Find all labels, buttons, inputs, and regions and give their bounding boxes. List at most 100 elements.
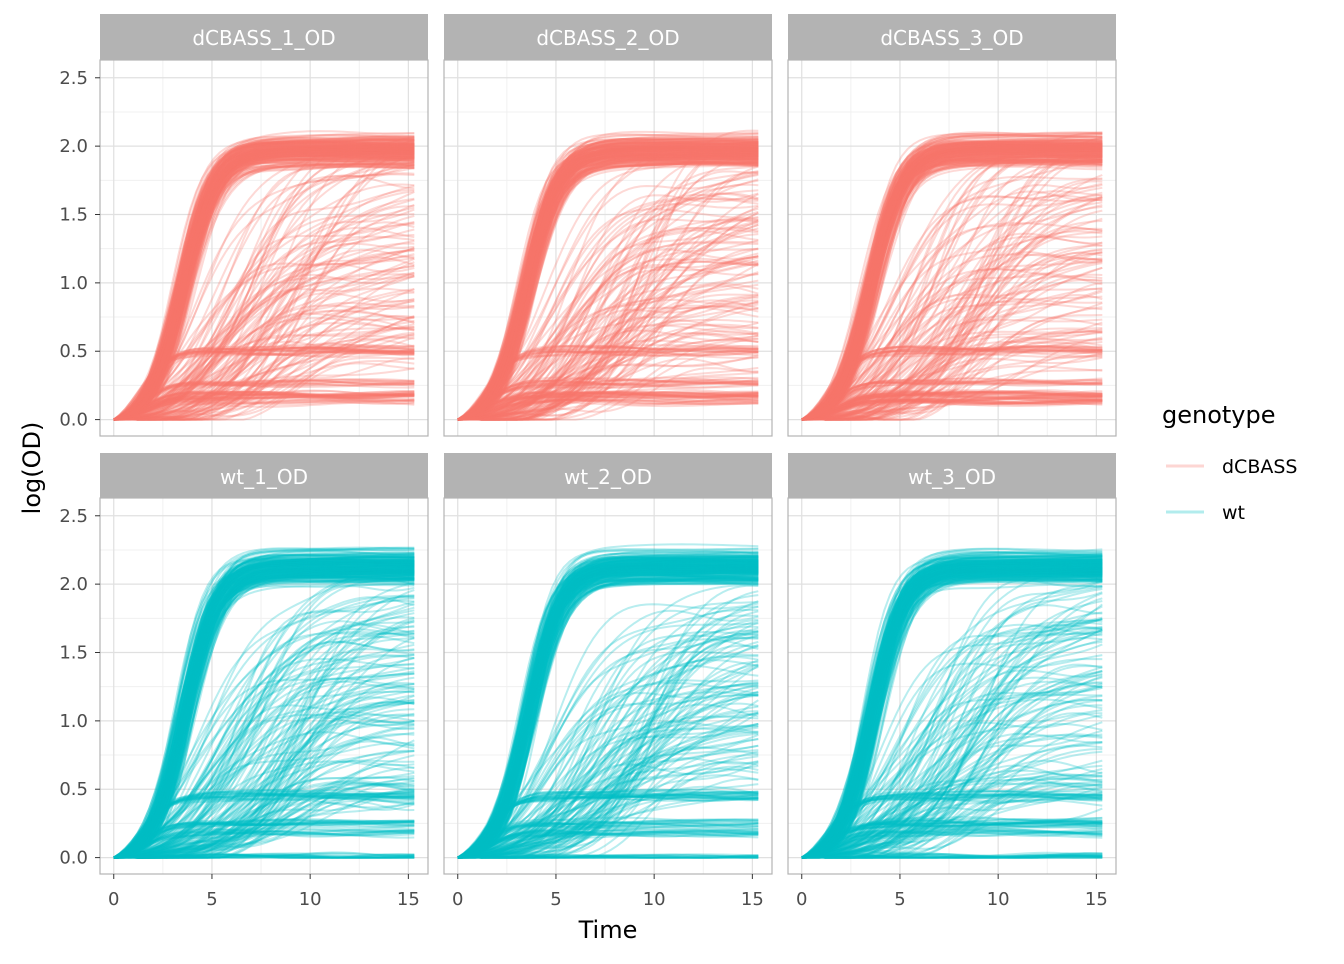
series-line-wt	[801, 568, 1103, 859]
series-line-dCBASS	[801, 144, 1103, 421]
panel-border	[99, 59, 429, 437]
series-line-dCBASS	[113, 148, 415, 421]
series-line-wt	[801, 560, 1103, 859]
series-line-dCBASS	[113, 226, 415, 421]
series-line-dCBASS	[801, 153, 1103, 421]
series-line-wt	[457, 702, 759, 859]
series-line-wt	[457, 827, 759, 859]
series-line-wt	[113, 574, 415, 859]
series-line-wt	[113, 573, 415, 859]
series-line-dCBASS	[457, 147, 759, 421]
series-line-wt	[457, 829, 759, 859]
series-line-dCBASS	[457, 152, 759, 421]
series-line-wt	[801, 785, 1103, 859]
series-line-dCBASS	[113, 175, 415, 421]
series-line-dCBASS	[113, 150, 415, 421]
series-line-wt	[113, 573, 415, 859]
series-line-wt	[801, 575, 1103, 859]
series-line-wt	[113, 760, 415, 859]
series-line-dCBASS	[113, 166, 415, 421]
series-line-dCBASS	[113, 142, 415, 421]
series-line-wt	[801, 572, 1103, 859]
x-tick-label: 5	[894, 889, 905, 910]
series-line-dCBASS	[457, 150, 759, 421]
series-line-dCBASS	[457, 165, 759, 421]
series-line-wt	[113, 759, 415, 859]
series-line-dCBASS	[457, 382, 759, 421]
series-line-wt	[113, 558, 415, 859]
series-line-dCBASS	[801, 158, 1103, 421]
series-line-wt	[113, 572, 415, 859]
series-line-dCBASS	[457, 151, 759, 421]
series-line-dCBASS	[457, 304, 759, 421]
series-line-wt	[457, 549, 759, 859]
series-line-dCBASS	[113, 138, 415, 421]
series-line-dCBASS	[801, 306, 1103, 421]
series-line-wt	[457, 569, 759, 859]
series-line-wt	[457, 579, 759, 859]
series-line-wt	[113, 564, 415, 859]
series-line-wt	[113, 558, 415, 859]
series-line-wt	[801, 818, 1103, 859]
series-line-wt	[457, 571, 759, 859]
series-line-wt	[457, 793, 759, 859]
series-line-wt	[113, 569, 415, 859]
series-line-wt	[801, 566, 1103, 859]
series-line-wt	[457, 559, 759, 859]
series-line-wt	[457, 797, 759, 859]
y-tick-label: 0.5	[59, 779, 88, 800]
series-line-dCBASS	[457, 152, 759, 421]
series-line-dCBASS	[801, 153, 1103, 421]
series-line-wt	[801, 570, 1103, 859]
series-line-dCBASS	[801, 336, 1103, 421]
series-line-dCBASS	[801, 391, 1103, 421]
series-line-dCBASS	[801, 248, 1103, 421]
series-line-wt	[801, 583, 1103, 859]
series-line-wt	[457, 790, 759, 859]
series-line-dCBASS	[457, 294, 759, 421]
series-line-dCBASS	[113, 379, 415, 421]
series-line-wt	[113, 561, 415, 859]
series-line-wt	[113, 577, 415, 859]
series-line-wt	[457, 567, 759, 859]
series-line-dCBASS	[113, 151, 415, 421]
series-line-wt	[457, 562, 759, 859]
series-line-wt	[801, 681, 1103, 859]
series-line-dCBASS	[113, 150, 415, 421]
series-line-dCBASS	[801, 147, 1103, 421]
series-line-dCBASS	[801, 133, 1103, 421]
series-line-dCBASS	[801, 143, 1103, 421]
series-line-dCBASS	[113, 136, 415, 421]
series-line-wt	[457, 578, 759, 859]
series-line-dCBASS	[457, 293, 759, 421]
series-line-dCBASS	[457, 327, 759, 421]
series-line-wt	[801, 557, 1103, 859]
series-line-dCBASS	[113, 150, 415, 421]
series-line-dCBASS	[113, 155, 415, 421]
series-line-dCBASS	[801, 230, 1103, 421]
series-line-dCBASS	[801, 143, 1103, 421]
series-line-wt	[801, 698, 1103, 859]
series-line-wt	[801, 773, 1103, 859]
series-line-wt	[113, 559, 415, 859]
series-line-wt	[457, 569, 759, 859]
series-line-dCBASS	[457, 142, 759, 421]
series-line-dCBASS	[113, 143, 415, 421]
series-line-dCBASS	[113, 162, 415, 421]
series-line-wt	[113, 853, 415, 859]
series-line-wt	[801, 556, 1103, 859]
series-line-dCBASS	[801, 159, 1103, 421]
series-line-wt	[457, 562, 759, 859]
series-line-wt	[457, 830, 759, 859]
series-line-dCBASS	[801, 235, 1103, 421]
series-line-dCBASS	[801, 147, 1103, 421]
series-line-dCBASS	[801, 155, 1103, 421]
series-line-dCBASS	[113, 247, 415, 421]
series-line-dCBASS	[113, 155, 415, 421]
series-line-wt	[457, 738, 759, 859]
series-line-dCBASS	[457, 141, 759, 421]
series-line-wt	[457, 830, 759, 859]
series-line-dCBASS	[113, 151, 415, 421]
series-line-dCBASS	[113, 140, 415, 421]
series-line-dCBASS	[801, 149, 1103, 421]
